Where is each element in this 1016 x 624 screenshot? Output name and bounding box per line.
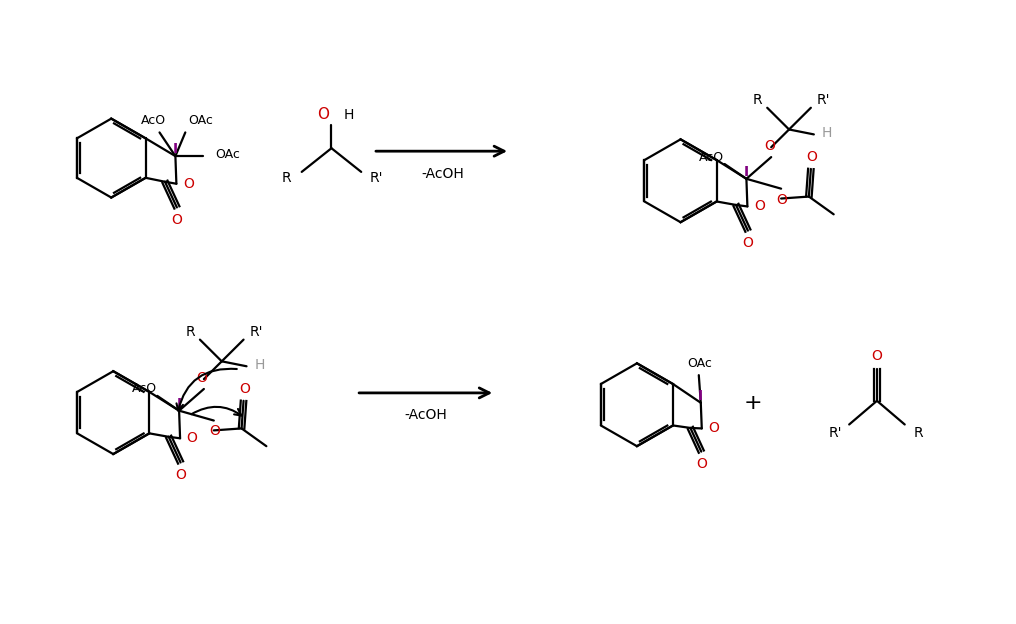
Text: I: I — [173, 142, 178, 156]
Text: H: H — [344, 108, 355, 122]
Text: R': R' — [828, 426, 842, 441]
Text: +: + — [744, 392, 762, 412]
Text: O: O — [696, 457, 707, 472]
Text: O: O — [196, 371, 207, 385]
Text: O: O — [754, 200, 765, 213]
Text: AcO: AcO — [141, 114, 167, 127]
Text: I: I — [744, 165, 749, 179]
Text: O: O — [318, 107, 329, 122]
Text: O: O — [209, 424, 220, 439]
Text: -AcOH: -AcOH — [404, 407, 447, 422]
Text: R: R — [185, 324, 195, 339]
Text: OAc: OAc — [688, 357, 712, 370]
Text: R: R — [753, 93, 762, 107]
Text: O: O — [239, 382, 250, 396]
Text: OAc: OAc — [188, 114, 213, 127]
Text: O: O — [764, 139, 774, 154]
Text: H: H — [822, 127, 832, 140]
Text: O: O — [172, 213, 182, 227]
Text: O: O — [807, 150, 817, 164]
Text: O: O — [175, 468, 186, 482]
Text: O: O — [708, 421, 719, 436]
Text: O: O — [743, 236, 753, 250]
Text: -AcOH: -AcOH — [422, 167, 464, 181]
Text: R: R — [282, 171, 292, 185]
Text: AcO: AcO — [699, 150, 724, 163]
Text: R': R' — [250, 324, 263, 339]
Text: O: O — [187, 431, 197, 446]
Text: AcO: AcO — [132, 383, 156, 396]
Text: R': R' — [817, 93, 830, 107]
Text: R': R' — [370, 171, 383, 185]
Text: O: O — [183, 177, 194, 191]
Text: OAc: OAc — [215, 148, 240, 160]
Text: O: O — [872, 349, 882, 363]
Text: O: O — [776, 193, 787, 207]
Text: I: I — [177, 397, 182, 411]
Text: R: R — [913, 426, 924, 441]
Text: I: I — [698, 389, 703, 403]
Text: H: H — [254, 358, 264, 373]
